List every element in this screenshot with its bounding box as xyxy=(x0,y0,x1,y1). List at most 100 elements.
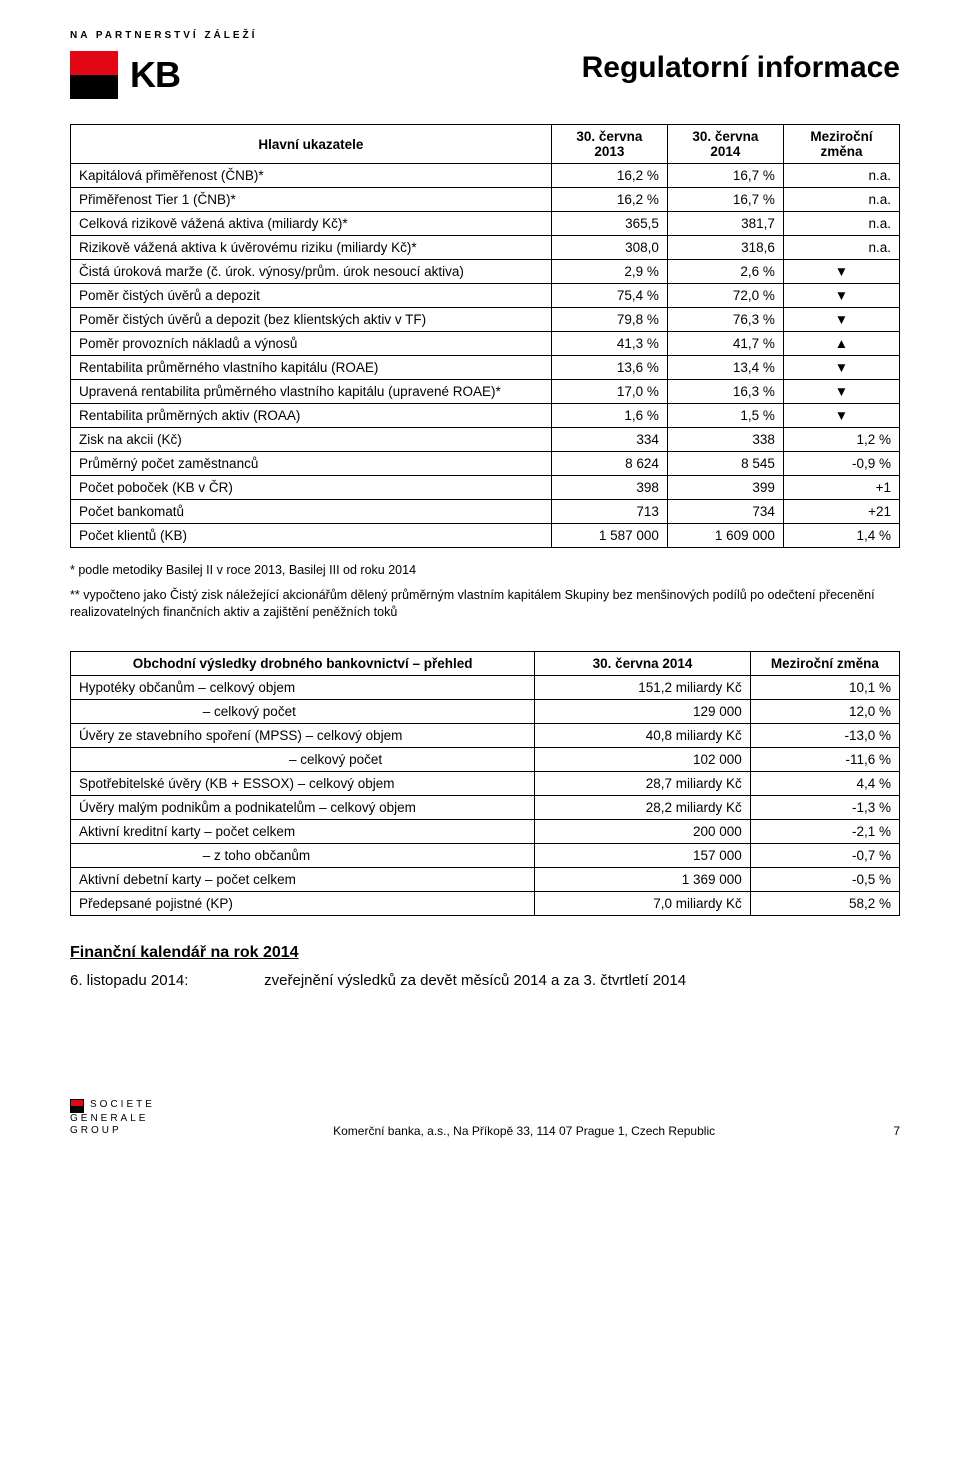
t1-cell: ▲ xyxy=(783,332,899,356)
t2-cell: 129 000 xyxy=(535,699,751,723)
table-row: Poměr čistých úvěrů a depozit (bez klien… xyxy=(71,308,900,332)
t1-cell-label: Přiměřenost Tier 1 (ČNB)* xyxy=(71,188,552,212)
t2-cell: -1,3 % xyxy=(750,795,899,819)
table-row: Počet poboček (KB v ČR)398399+1 xyxy=(71,476,900,500)
t1-cell: 334 xyxy=(551,428,667,452)
t2-cell: 200 000 xyxy=(535,819,751,843)
t1-cell: -0,9 % xyxy=(783,452,899,476)
t1-cell: 2,6 % xyxy=(667,260,783,284)
t1-cell: 1 609 000 xyxy=(667,524,783,548)
t1-h3: Meziroční změna xyxy=(783,125,899,164)
t2-cell: 1 369 000 xyxy=(535,867,751,891)
table-row: Aktivní debetní karty – počet celkem1 36… xyxy=(71,867,900,891)
t1-cell: 1,5 % xyxy=(667,404,783,428)
t2-cell-label: Aktivní kreditní karty – počet celkem xyxy=(71,819,535,843)
t2-cell: 7,0 miliardy Kč xyxy=(535,891,751,915)
t1-cell: 8 545 xyxy=(667,452,783,476)
table-row: – celkový počet102 000-11,6 % xyxy=(71,747,900,771)
table-row: Rentabilita průměrných aktiv (ROAA)1,6 %… xyxy=(71,404,900,428)
table-row: Počet klientů (KB)1 587 0001 609 0001,4 … xyxy=(71,524,900,548)
t2-h0: Obchodní výsledky drobného bankovnictví … xyxy=(71,651,535,675)
t1-cell-label: Poměr čistých úvěrů a depozit (bez klien… xyxy=(71,308,552,332)
t1-cell-label: Rizikově vážená aktiva k úvěrovému rizik… xyxy=(71,236,552,260)
calendar-text: zveřejnění výsledků za devět měsíců 2014… xyxy=(264,972,686,989)
t1-cell-label: Počet bankomatů xyxy=(71,500,552,524)
t2-cell: 58,2 % xyxy=(750,891,899,915)
t1-cell: 41,7 % xyxy=(667,332,783,356)
t1-cell: 8 624 xyxy=(551,452,667,476)
t1-cell-label: Zisk na akcii (Kč) xyxy=(71,428,552,452)
t1-cell: ▼ xyxy=(783,284,899,308)
table-row: Poměr provozních nákladů a výnosů41,3 %4… xyxy=(71,332,900,356)
t1-cell: 16,2 % xyxy=(551,164,667,188)
sg-line1: SOCIETE xyxy=(90,1099,155,1112)
t1-cell: ▼ xyxy=(783,380,899,404)
t1-cell: 713 xyxy=(551,500,667,524)
t1-cell: n.a. xyxy=(783,212,899,236)
t1-cell: 308,0 xyxy=(551,236,667,260)
t1-cell: 16,7 % xyxy=(667,164,783,188)
table-row: Celková rizikově vážená aktiva (miliardy… xyxy=(71,212,900,236)
t1-h0: Hlavní ukazatele xyxy=(71,125,552,164)
t1-cell: 338 xyxy=(667,428,783,452)
kb-logo-text: KB xyxy=(130,54,180,96)
table-row: Rizikově vážená aktiva k úvěrovému rizik… xyxy=(71,236,900,260)
t1-cell: 41,3 % xyxy=(551,332,667,356)
t1-cell: 398 xyxy=(551,476,667,500)
t1-cell: 734 xyxy=(667,500,783,524)
t1-cell: 16,2 % xyxy=(551,188,667,212)
t2-cell-label: – celkový počet xyxy=(71,747,535,771)
t1-cell: ▼ xyxy=(783,404,899,428)
table-row: Aktivní kreditní karty – počet celkem200… xyxy=(71,819,900,843)
table-row: Zisk na akcii (Kč)3343381,2 % xyxy=(71,428,900,452)
t1-cell: n.a. xyxy=(783,164,899,188)
t1-cell: 1,6 % xyxy=(551,404,667,428)
t1-cell: 75,4 % xyxy=(551,284,667,308)
t1-cell: 318,6 xyxy=(667,236,783,260)
t1-cell: +1 xyxy=(783,476,899,500)
t1-cell-label: Upravená rentabilita průměrného vlastníh… xyxy=(71,380,552,404)
t2-cell: 102 000 xyxy=(535,747,751,771)
t1-cell: 1,4 % xyxy=(783,524,899,548)
t1-cell-label: Průměrný počet zaměstnanců xyxy=(71,452,552,476)
t1-cell-label: Počet poboček (KB v ČR) xyxy=(71,476,552,500)
t2-cell: 157 000 xyxy=(535,843,751,867)
t1-cell: +21 xyxy=(783,500,899,524)
t2-cell-label: Aktivní debetní karty – počet celkem xyxy=(71,867,535,891)
t1-cell: 79,8 % xyxy=(551,308,667,332)
table-row: Úvěry ze stavebního spoření (MPSS) – cel… xyxy=(71,723,900,747)
t1-cell-label: Kapitálová přiměřenost (ČNB)* xyxy=(71,164,552,188)
table-row: Počet bankomatů713734+21 xyxy=(71,500,900,524)
tagline: NA PARTNERSTVÍ ZÁLEŽÍ xyxy=(70,30,900,41)
retail-results-table: Obchodní výsledky drobného bankovnictví … xyxy=(70,651,900,916)
t2-cell: 40,8 miliardy Kč xyxy=(535,723,751,747)
t1-cell-label: Čistá úroková marže (č. úrok. výnosy/prů… xyxy=(71,260,552,284)
t2-cell-label: Úvěry malým podnikům a podnikatelům – ce… xyxy=(71,795,535,819)
table-row: – celkový počet129 00012,0 % xyxy=(71,699,900,723)
t1-h2: 30. června 2014 xyxy=(667,125,783,164)
t2-cell-label: Hypotéky občanům – celkový objem xyxy=(71,675,535,699)
t2-h2: Meziroční změna xyxy=(750,651,899,675)
t1-cell: 1,2 % xyxy=(783,428,899,452)
t2-cell: -0,7 % xyxy=(750,843,899,867)
t2-cell: 12,0 % xyxy=(750,699,899,723)
document-title: Regulatorní informace xyxy=(582,51,900,85)
sg-line3: GROUP xyxy=(70,1125,155,1138)
table-row: – z toho občanům157 000-0,7 % xyxy=(71,843,900,867)
table-row: Čistá úroková marže (č. úrok. výnosy/prů… xyxy=(71,260,900,284)
t2-cell-label: Spotřebitelské úvěry (KB + ESSOX) – celk… xyxy=(71,771,535,795)
t1-cell: 365,5 xyxy=(551,212,667,236)
t1-cell: 16,7 % xyxy=(667,188,783,212)
t2-cell-label: Úvěry ze stavebního spoření (MPSS) – cel… xyxy=(71,723,535,747)
t1-cell: 1 587 000 xyxy=(551,524,667,548)
table-row: Přiměřenost Tier 1 (ČNB)*16,2 %16,7 %n.a… xyxy=(71,188,900,212)
t2-cell: -0,5 % xyxy=(750,867,899,891)
t2-cell: 4,4 % xyxy=(750,771,899,795)
table-row: Úvěry malým podnikům a podnikatelům – ce… xyxy=(71,795,900,819)
footnote-1: * podle metodiky Basilej II v roce 2013,… xyxy=(70,562,900,579)
t1-cell: 72,0 % xyxy=(667,284,783,308)
main-indicators-table: Hlavní ukazatele 30. června 2013 30. čer… xyxy=(70,124,900,548)
table-row: Poměr čistých úvěrů a depozit75,4 %72,0 … xyxy=(71,284,900,308)
t1-cell-label: Poměr provozních nákladů a výnosů xyxy=(71,332,552,356)
t1-cell: n.a. xyxy=(783,188,899,212)
